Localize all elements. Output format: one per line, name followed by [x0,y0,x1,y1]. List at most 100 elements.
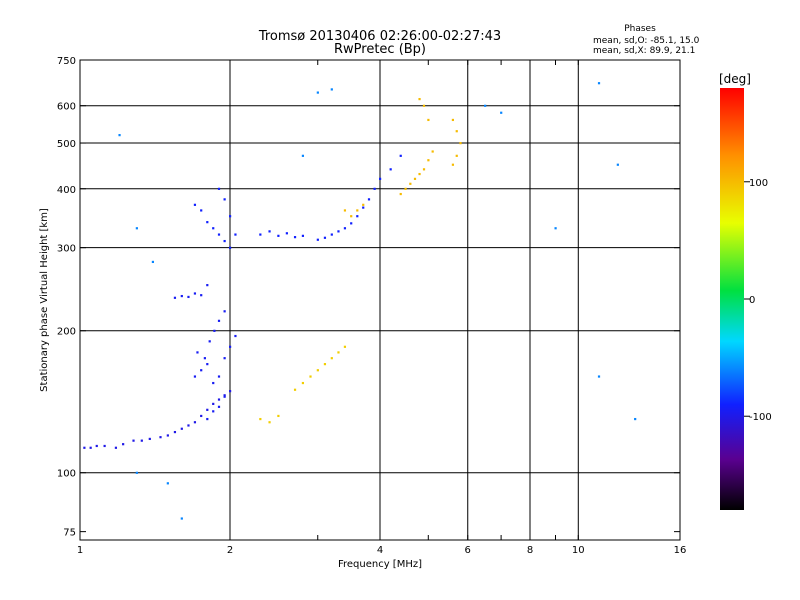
data-point [135,227,138,230]
data-point [234,334,237,338]
y-tick-label: 75 [63,528,76,539]
data-point [200,209,203,212]
data-point [399,154,402,157]
data-point [217,375,221,378]
data-point [323,236,327,239]
data-point [206,417,209,421]
data-point [132,439,135,442]
data-point [330,88,333,91]
colorbar-label: [deg] [719,72,751,86]
data-point [206,408,209,411]
data-point [455,130,458,133]
data-point [259,417,262,421]
data-point [301,381,305,385]
data-point [193,292,197,295]
data-point [173,430,177,434]
data-point [206,221,209,224]
data-point [399,192,402,196]
data-point [200,369,203,372]
data-point [229,246,232,249]
data-point [234,233,237,236]
data-point [223,310,226,313]
data-point [301,154,305,157]
data-point [140,439,143,442]
data-point [451,118,455,122]
data-point [316,369,319,372]
data-point [223,239,226,243]
data-point [268,421,271,424]
data-point [293,388,297,391]
colorbar-tick-label: 0 [749,295,755,306]
data-point [193,421,197,424]
data-point [180,294,183,298]
data-point [431,150,434,153]
data-point [193,203,197,206]
phase-stats-heading: Phases [624,24,656,34]
data-point [259,233,262,236]
data-point [193,375,197,378]
data-point [356,209,359,212]
data-point [422,168,426,171]
data-point [180,517,183,520]
data-point [148,437,151,441]
data-point [597,375,601,378]
x-tick-label: 6 [465,545,471,556]
data-point [187,295,190,299]
data-point [114,446,118,449]
data-point [389,168,392,171]
data-point [135,471,138,474]
data-point [427,118,430,122]
data-point [616,163,619,166]
data-point [597,82,601,85]
data-point [451,163,455,166]
data-point [293,236,297,239]
data-point [459,142,462,145]
data-point [316,91,319,94]
data-point [83,446,86,449]
axis-ticks: 1 2 4 6 8 10 16 75 100 200 300 400 500 600 750 [57,56,686,556]
y-tick-label: 300 [57,244,76,255]
data-point [223,395,226,398]
x-tick-label: 8 [527,545,533,556]
data-point [277,414,280,418]
data-point [309,375,312,378]
data-point [223,394,226,397]
data-point [418,97,421,101]
data-point [455,154,458,157]
data-point [217,319,221,322]
data-point [208,340,211,343]
data-point [159,436,162,439]
data-point [330,233,333,236]
data-point [122,443,125,446]
data-point [343,345,347,348]
x-tick-label: 4 [377,545,383,556]
y-tick-label: 750 [57,56,76,67]
data-point [196,351,199,354]
data-point [89,446,92,449]
data-point [337,351,340,354]
y-tick-label: 500 [57,139,76,150]
data-point [373,187,376,190]
data-point [103,444,106,448]
data-point [118,134,121,137]
data-point [200,414,203,418]
data-point [484,104,487,107]
data-point [223,198,226,201]
chart-subtitle: RwPretec (Bp) [334,42,426,57]
data-point [427,159,430,162]
data-point [634,417,637,421]
data-point [217,187,221,190]
data-point [217,405,221,408]
data-point [151,260,155,264]
x-tick-label: 16 [674,545,687,556]
colorbar-ticks: 100 0 -100 [744,178,772,423]
data-points [83,82,637,520]
data-point [166,434,169,437]
data-point [166,482,169,485]
x-tick-label: 1 [77,545,83,556]
y-tick-label: 200 [57,327,76,338]
data-point [203,357,206,360]
data-point [367,198,371,201]
data-point [404,187,407,190]
y-tick-label: 600 [57,102,76,113]
